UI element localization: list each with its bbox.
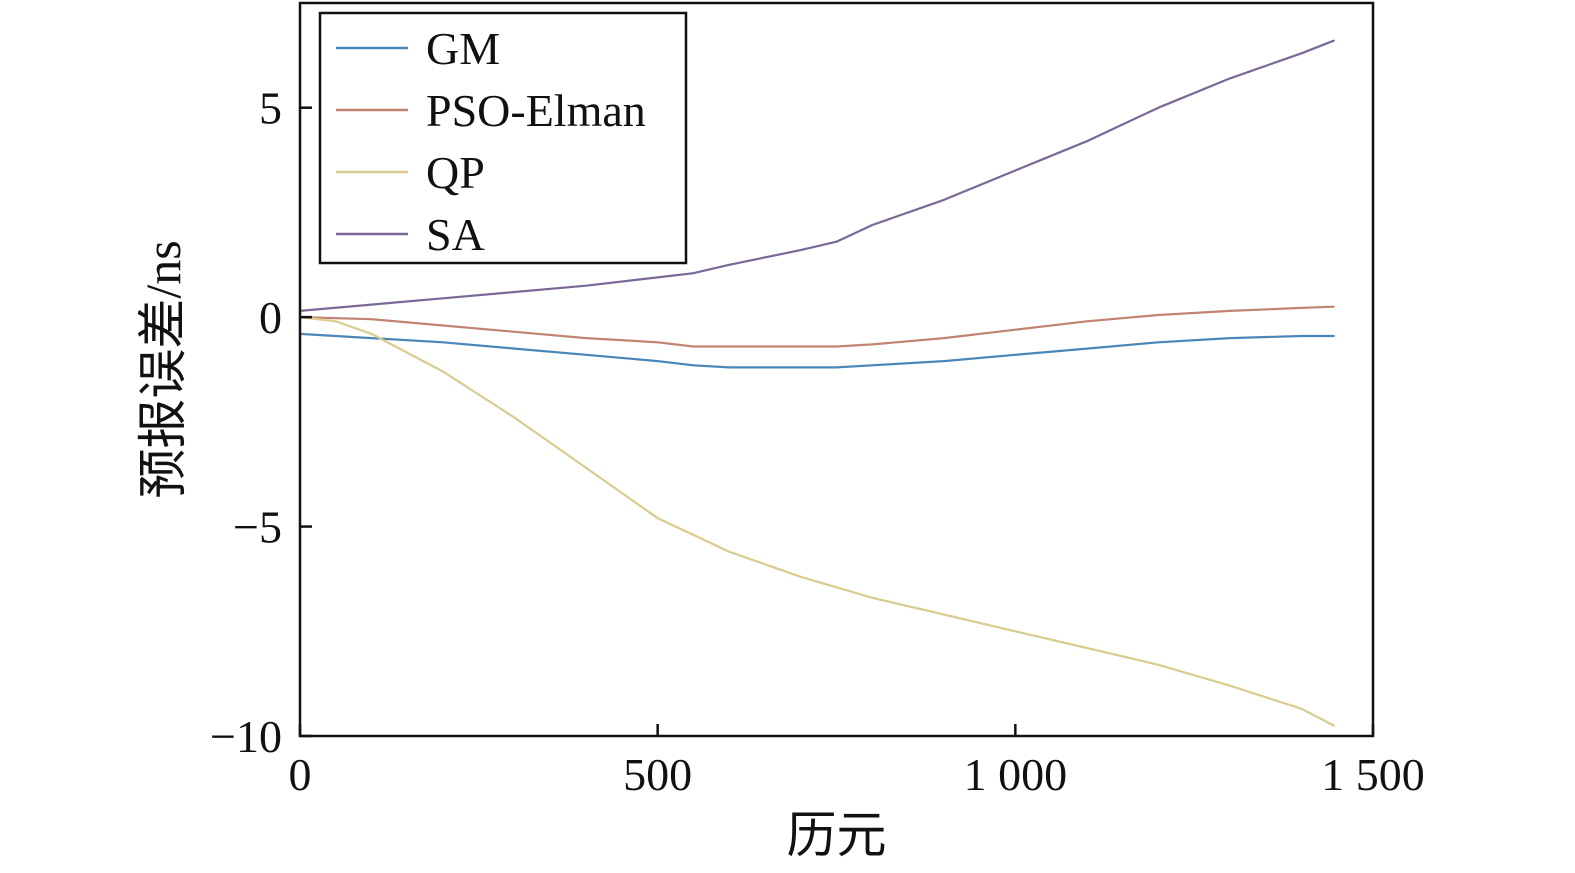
series-line-qp (298, 316, 1335, 727)
legend-label: PSO-Elman (426, 85, 646, 136)
legend-label: QP (426, 147, 485, 198)
y-tick-label: −10 (210, 711, 282, 762)
y-tick-label: 5 (259, 83, 282, 134)
legend-label: SA (426, 209, 485, 260)
y-tick-label: 0 (259, 292, 282, 343)
legend-box (318, 11, 688, 265)
y-axis-label: 预报误差/ns (135, 240, 191, 498)
series-layer (298, 39, 1335, 727)
x-axis-label: 历元 (787, 807, 887, 863)
x-tick-label: 1 000 (964, 749, 1068, 800)
legend-label: GM (426, 23, 500, 74)
plot-frame (298, 1, 1375, 738)
series-line-pso-elman (298, 305, 1335, 348)
ticks-layer: 0 500 1 000 1 500 −10 −5 0 5 (210, 83, 1425, 800)
x-tick-label: 0 (289, 749, 312, 800)
legend: GM PSO-Elman QP SA (318, 11, 688, 265)
x-tick-label: 1 500 (1321, 749, 1425, 800)
y-tick-label: −5 (233, 502, 282, 553)
series-line-gm (298, 332, 1335, 369)
x-tick-label: 500 (623, 749, 692, 800)
series-line-sa (298, 39, 1335, 312)
